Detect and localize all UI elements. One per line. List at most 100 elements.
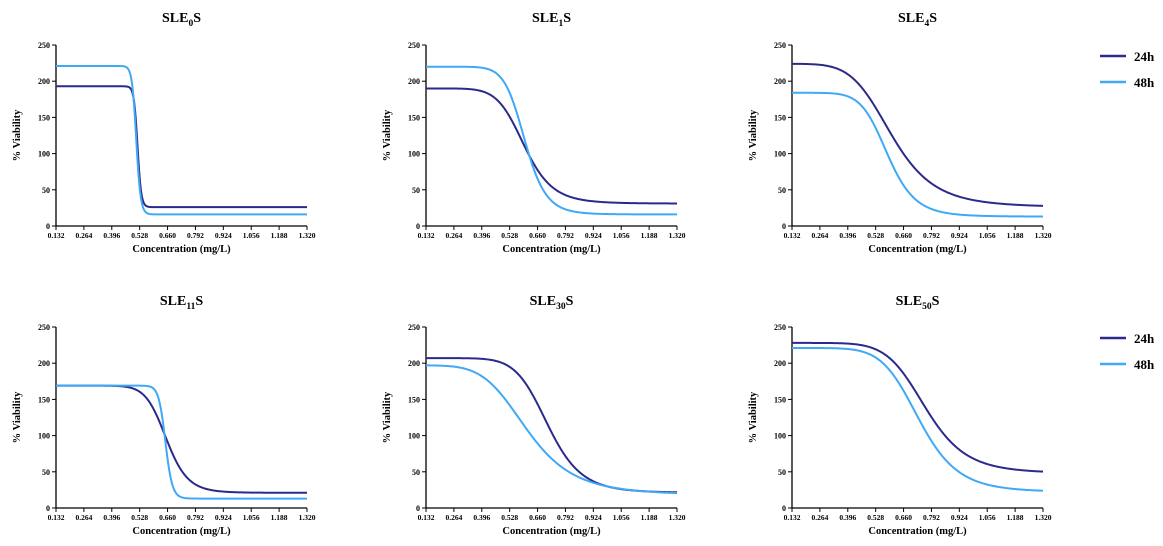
x-axis-label: Concentration (mg/L) [502,244,601,255]
x-tick-label: 1.320 [1035,513,1052,522]
series-line-48h [791,347,1044,492]
legend: 24h 48h [1100,331,1155,372]
y-tick-label: 200 [38,359,50,368]
chart-title-subscript: 0 [188,19,193,29]
legend: 24h 48h [1100,49,1155,90]
x-tick-label: 0.396 [473,513,490,522]
chart-title-subscript: 50 [922,302,932,312]
x-tick-label: 0.792 [557,513,574,522]
chart-title-subscript: 1 [558,19,563,29]
y-tick-label: 100 [38,150,50,159]
chart-title: SLE11S [160,294,203,312]
y-tick-label: 200 [774,359,786,368]
y-tick-label: 250 [774,323,786,332]
x-tick-label: 0.264 [811,513,828,522]
series-line-48h [55,65,308,216]
y-tick-label: 250 [38,323,50,332]
series-line-48h [55,384,308,500]
chart-title: SLE50S [896,294,940,312]
y-tick-label: 150 [774,395,786,404]
x-tick-label: 1.320 [299,231,316,240]
y-tick-label: 100 [38,432,50,441]
chart-title-base: SLE [162,11,188,26]
chart-title-base: SLE [896,294,922,309]
y-tick-label: 0 [46,504,50,513]
x-tick-label: 0.396 [103,513,120,522]
legend-label-48h: 48h [1134,75,1155,90]
x-tick-label: 0.396 [839,231,856,240]
x-tick-label: 0.132 [418,231,435,240]
x-tick-label: 0.924 [585,513,602,522]
x-tick-label: 0.660 [159,231,176,240]
x-tick-label: 0.924 [951,231,968,240]
x-tick-label: 0.660 [529,231,546,240]
chart-title-suffix: S [932,294,940,309]
x-tick-label: 1.320 [669,231,686,240]
y-axis-label: % Viability [382,391,393,443]
y-tick-label: 50 [42,468,50,477]
x-tick-label: 0.924 [585,231,602,240]
series-line-48h [791,91,1044,218]
y-tick-label: 200 [38,77,50,86]
y-tick-label: 0 [46,222,50,231]
legend-label-48h: 48h [1134,357,1155,372]
y-tick-label: 150 [774,113,786,122]
x-tick-label: 1.056 [613,231,630,240]
y-tick-label: 100 [408,432,420,441]
y-tick-label: 50 [412,186,420,195]
x-tick-label: 0.132 [418,513,435,522]
y-tick-label: 150 [408,113,420,122]
y-tick-label: 0 [782,504,786,513]
x-tick-label: 0.132 [48,231,65,240]
y-tick-label: 200 [408,77,420,86]
chart-title-subscript: 4 [924,19,929,29]
y-tick-label: 200 [774,77,786,86]
y-axis-label: % Viability [12,391,23,443]
y-axis-label: % Viability [748,109,759,161]
x-tick-label: 0.924 [215,513,232,522]
x-tick-label: 0.264 [75,513,92,522]
chart-panel-3: SLE11S 0 50 100 150 200 250 0.132 0.264 0.396 0.52… [12,294,316,537]
legend-label-24h: 24h [1134,331,1155,346]
chart-title-base: SLE [160,294,186,309]
x-tick-label: 0.528 [131,513,148,522]
chart-title: SLE0S [162,11,201,29]
chart-title-suffix: S [566,294,574,309]
chart-panel-4: SLE30S 0 50 100 150 200 250 0.132 0.264 0.396 0.52… [382,294,686,537]
x-tick-label: 0.792 [557,231,574,240]
x-tick-label: 0.792 [187,231,204,240]
x-tick-label: 1.188 [1007,513,1024,522]
chart-title-suffix: S [563,11,571,26]
series-line-24h [425,357,678,494]
x-tick-label: 0.660 [895,513,912,522]
chart-title-base: SLE [530,294,556,309]
y-tick-label: 0 [782,222,786,231]
x-tick-label: 0.528 [867,231,884,240]
x-tick-label: 0.396 [473,231,490,240]
chart-title-suffix: S [929,11,937,26]
x-tick-label: 1.056 [979,231,996,240]
x-tick-label: 1.188 [641,513,658,522]
y-tick-label: 50 [412,468,420,477]
x-tick-label: 1.320 [669,513,686,522]
series-line-24h [791,62,1044,207]
y-tick-label: 150 [38,113,50,122]
chart-title-suffix: S [193,11,201,26]
x-tick-label: 0.132 [784,231,801,240]
x-tick-label: 1.320 [1035,231,1052,240]
x-tick-label: 1.056 [243,513,260,522]
chart-title: SLE1S [532,11,571,29]
x-axis-label: Concentration (mg/L) [502,526,601,537]
x-tick-label: 0.396 [839,513,856,522]
x-tick-label: 0.924 [215,231,232,240]
chart-title: SLE4S [898,11,937,29]
chart-title-base: SLE [898,11,924,26]
x-axis-label: Concentration (mg/L) [132,244,231,255]
y-tick-label: 250 [408,41,420,50]
x-axis-label: Concentration (mg/L) [132,526,231,537]
y-tick-label: 150 [408,395,420,404]
y-tick-label: 100 [774,150,786,159]
